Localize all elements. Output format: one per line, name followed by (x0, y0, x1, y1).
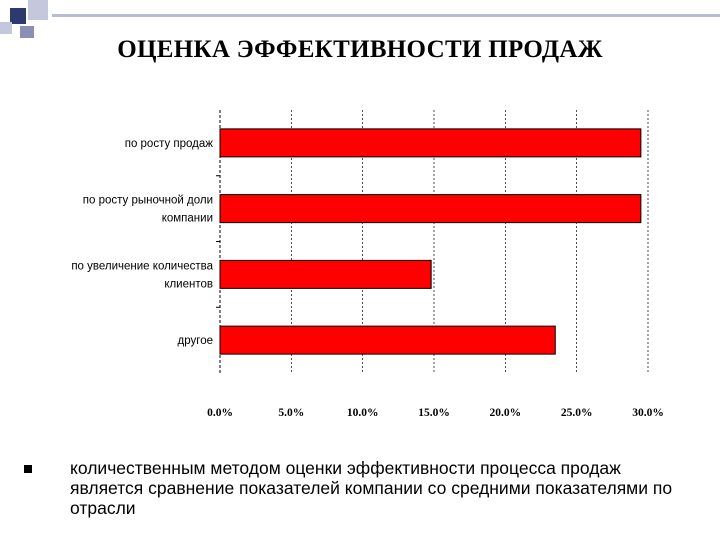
deco-square (0, 22, 12, 34)
category-label: другое (178, 335, 213, 347)
bar (219, 259, 432, 289)
deco-square (20, 26, 34, 38)
x-tick-label: 5.0% (278, 407, 304, 419)
title-rule (52, 14, 720, 17)
bullet-square-icon (24, 465, 32, 473)
bar-chart: по росту продаж по росту рыночной доли ком… (71, 110, 664, 419)
x-tick-label: 0.0% (207, 407, 233, 419)
category-label: по росту продаж (125, 138, 214, 150)
bullet-text: количественным методом оценки эффективно… (70, 458, 673, 518)
page-title: ОЦЕНКА ЭФФЕКТИВНОСТИ ПРОДАЖ (117, 36, 603, 63)
category-label: по росту рыночной доли (83, 195, 213, 207)
category-label: клиентов (164, 278, 213, 290)
x-tick-label: 30.0% (632, 407, 664, 419)
deco-square (10, 8, 26, 24)
category-label: компании (162, 213, 213, 225)
x-tick-label: 10.0% (347, 407, 379, 419)
corner-decoration (0, 0, 60, 40)
category-label: по увеличение количества (71, 260, 213, 272)
bar (219, 128, 642, 158)
bar (219, 325, 556, 355)
x-tick-label: 20.0% (490, 407, 522, 419)
deco-square (28, 0, 48, 20)
bar (219, 194, 642, 224)
x-tick-label: 15.0% (418, 407, 450, 419)
x-tick-label: 25.0% (561, 407, 593, 419)
